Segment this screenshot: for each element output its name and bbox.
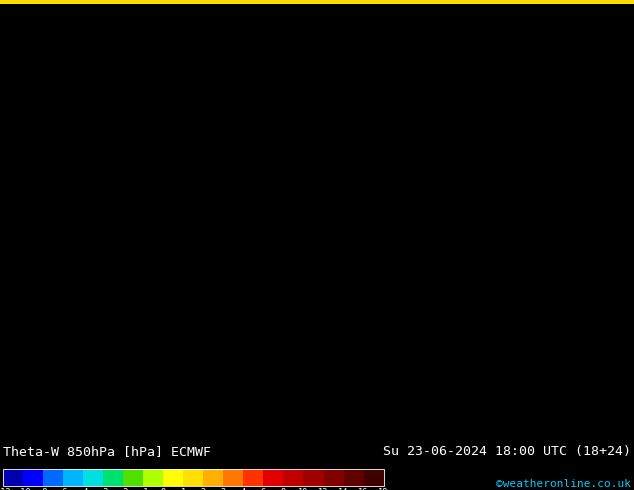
- Bar: [63, 468, 83, 486]
- Bar: [23, 468, 43, 486]
- Text: Theta-W 850hPa [hPa] ECMWF: Theta-W 850hPa [hPa] ECMWF: [3, 445, 211, 458]
- Text: 6: 6: [261, 488, 266, 490]
- Bar: [143, 468, 164, 486]
- Bar: [3, 468, 384, 486]
- Text: -2: -2: [118, 488, 129, 490]
- Text: 10: 10: [298, 488, 309, 490]
- Text: -6: -6: [58, 488, 68, 490]
- Text: 3: 3: [221, 488, 226, 490]
- Bar: [283, 468, 304, 486]
- Bar: [363, 468, 384, 486]
- Bar: [43, 468, 63, 486]
- Text: 12: 12: [318, 488, 329, 490]
- Text: -4: -4: [78, 488, 89, 490]
- Text: -10: -10: [15, 488, 31, 490]
- Text: 0: 0: [160, 488, 166, 490]
- Text: -12: -12: [0, 488, 11, 490]
- Bar: [164, 468, 183, 486]
- Text: -1: -1: [138, 488, 148, 490]
- Text: 1: 1: [181, 488, 186, 490]
- Text: 8: 8: [281, 488, 286, 490]
- Bar: [3, 468, 23, 486]
- Text: 18: 18: [378, 488, 389, 490]
- Bar: [344, 468, 363, 486]
- Bar: [323, 468, 344, 486]
- Bar: [243, 468, 264, 486]
- Bar: [204, 468, 223, 486]
- Text: Su 23-06-2024 18:00 UTC (18+24): Su 23-06-2024 18:00 UTC (18+24): [383, 445, 631, 458]
- Bar: [83, 468, 103, 486]
- Text: -3: -3: [98, 488, 108, 490]
- Bar: [0, 0, 634, 4]
- Bar: [183, 468, 204, 486]
- Text: 14: 14: [339, 488, 349, 490]
- Text: -8: -8: [38, 488, 48, 490]
- Text: 4: 4: [241, 488, 246, 490]
- Bar: [123, 468, 143, 486]
- Text: ©weatheronline.co.uk: ©weatheronline.co.uk: [496, 479, 631, 489]
- Bar: [103, 468, 123, 486]
- Bar: [264, 468, 283, 486]
- Text: 16: 16: [358, 488, 369, 490]
- Text: 2: 2: [201, 488, 206, 490]
- Bar: [304, 468, 323, 486]
- Bar: [223, 468, 243, 486]
